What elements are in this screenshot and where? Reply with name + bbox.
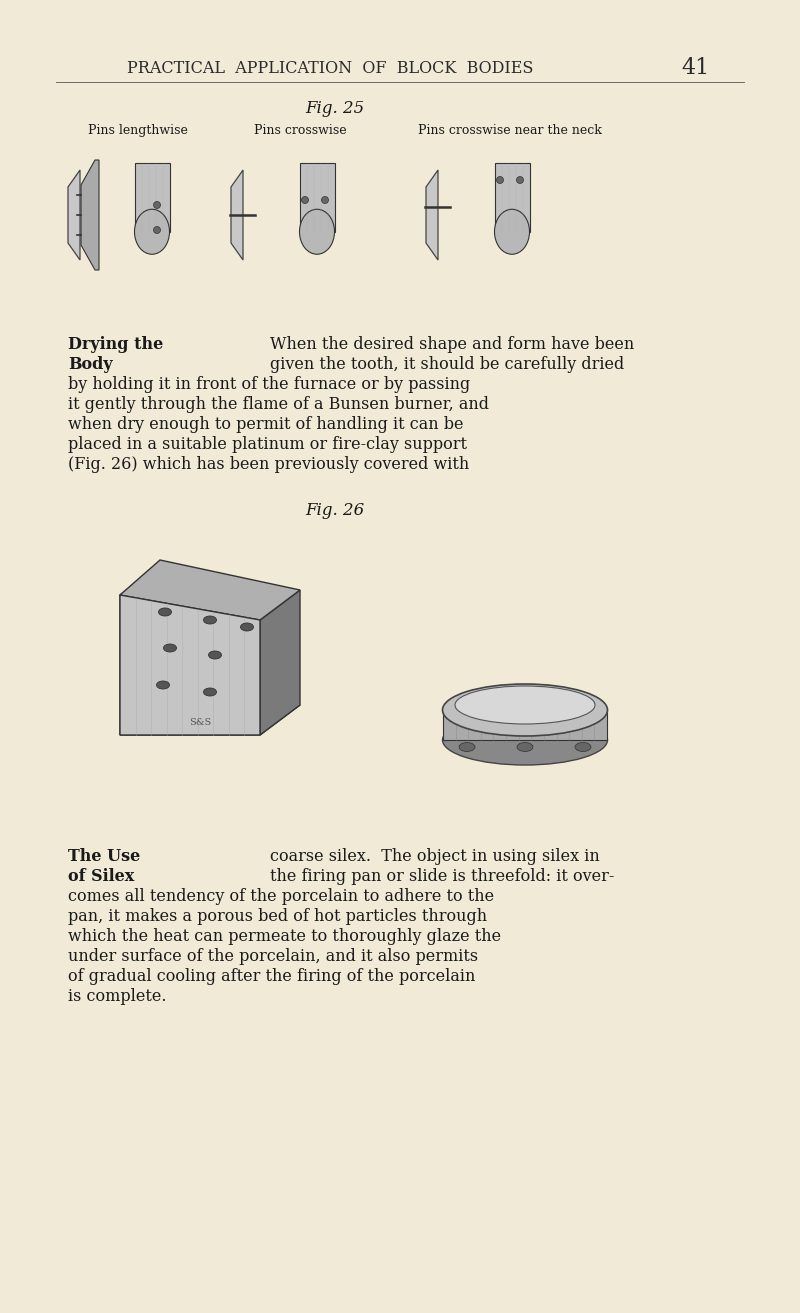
Text: S&S: S&S [189, 717, 211, 726]
Ellipse shape [209, 651, 222, 659]
Text: of gradual cooling after the firing of the porcelain: of gradual cooling after the firing of t… [68, 968, 475, 985]
Text: which the heat can permeate to thoroughly glaze the: which the heat can permeate to thoroughl… [68, 928, 501, 945]
Text: 41: 41 [681, 56, 709, 79]
Polygon shape [260, 590, 300, 735]
Circle shape [497, 176, 503, 184]
Ellipse shape [459, 742, 475, 751]
Ellipse shape [494, 209, 530, 255]
Polygon shape [299, 163, 334, 232]
Polygon shape [443, 710, 607, 741]
Circle shape [154, 227, 161, 234]
Text: comes all tendency of the porcelain to adhere to the: comes all tendency of the porcelain to a… [68, 888, 494, 905]
Ellipse shape [134, 209, 170, 255]
Text: Fig. 25: Fig. 25 [306, 100, 365, 117]
Polygon shape [134, 163, 170, 232]
Text: Pins lengthwise: Pins lengthwise [88, 123, 188, 137]
Text: Pins crosswise: Pins crosswise [254, 123, 346, 137]
Ellipse shape [517, 742, 533, 751]
Ellipse shape [241, 622, 254, 632]
Text: Body: Body [68, 356, 113, 373]
Text: under surface of the porcelain, and it also permits: under surface of the porcelain, and it a… [68, 948, 478, 965]
Ellipse shape [157, 681, 170, 689]
Polygon shape [81, 160, 99, 270]
Ellipse shape [203, 616, 217, 624]
Text: of Silex: of Silex [68, 868, 134, 885]
Text: Pins crosswise near the neck: Pins crosswise near the neck [418, 123, 602, 137]
Text: PRACTICAL  APPLICATION  OF  BLOCK  BODIES: PRACTICAL APPLICATION OF BLOCK BODIES [127, 59, 533, 76]
Text: Drying the: Drying the [68, 336, 163, 353]
Text: The Use: The Use [68, 848, 140, 865]
Ellipse shape [442, 684, 607, 737]
Text: When the desired shape and form have been: When the desired shape and form have bee… [270, 336, 634, 353]
Circle shape [154, 201, 161, 209]
Polygon shape [120, 595, 260, 735]
Polygon shape [120, 705, 300, 735]
Circle shape [322, 197, 329, 204]
Text: Fig. 26: Fig. 26 [306, 502, 365, 519]
Polygon shape [426, 169, 438, 260]
Text: is complete.: is complete. [68, 987, 166, 1004]
Text: by holding it in front of the furnace or by passing: by holding it in front of the furnace or… [68, 376, 470, 393]
Polygon shape [494, 163, 530, 232]
Text: given the tooth, it should be carefully dried: given the tooth, it should be carefully … [270, 356, 624, 373]
Text: pan, it makes a porous bed of hot particles through: pan, it makes a porous bed of hot partic… [68, 909, 487, 924]
Ellipse shape [299, 209, 334, 255]
Circle shape [302, 197, 309, 204]
Polygon shape [231, 169, 243, 260]
Text: when dry enough to permit of handling it can be: when dry enough to permit of handling it… [68, 416, 463, 433]
Ellipse shape [203, 688, 217, 696]
Text: placed in a suitable platinum or fire-clay support: placed in a suitable platinum or fire-cl… [68, 436, 467, 453]
Polygon shape [68, 169, 80, 260]
Ellipse shape [455, 685, 595, 723]
Text: it gently through the flame of a Bunsen burner, and: it gently through the flame of a Bunsen … [68, 397, 489, 414]
Circle shape [517, 176, 523, 184]
Polygon shape [120, 565, 160, 735]
Ellipse shape [158, 608, 171, 616]
Text: coarse silex.  The object in using silex in: coarse silex. The object in using silex … [270, 848, 600, 865]
Ellipse shape [442, 716, 607, 765]
Polygon shape [120, 561, 300, 620]
Ellipse shape [163, 643, 177, 653]
Text: the firing pan or slide is threefold: it over-: the firing pan or slide is threefold: it… [270, 868, 614, 885]
Ellipse shape [575, 742, 591, 751]
Text: (Fig. 26) which has been previously covered with: (Fig. 26) which has been previously cove… [68, 456, 470, 473]
